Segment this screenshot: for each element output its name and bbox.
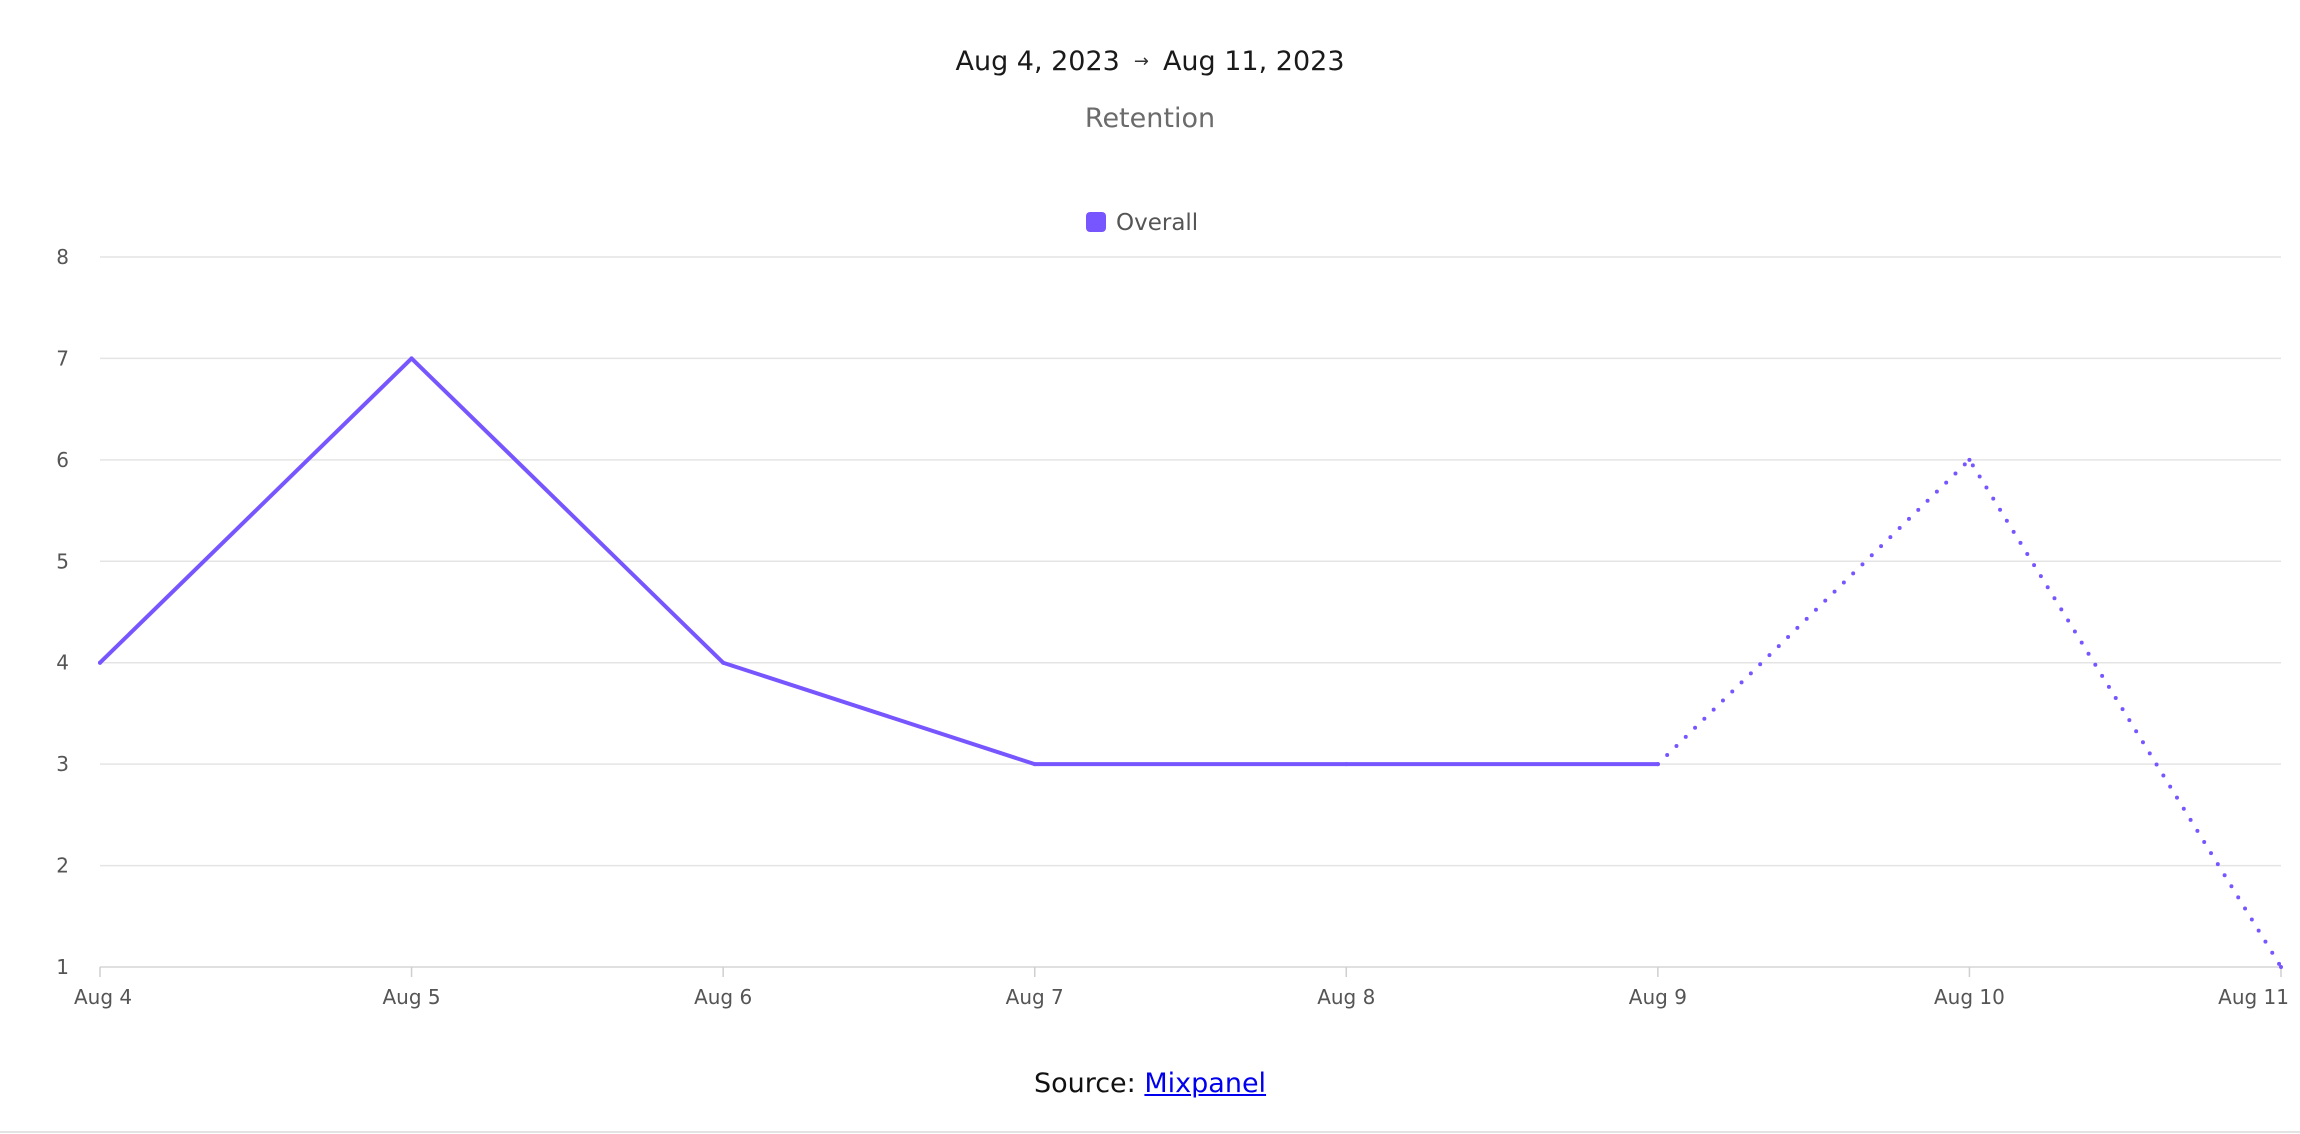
x-tick-label: Aug 9 (1629, 985, 1687, 1009)
x-tick-label: Aug 11 (2218, 985, 2289, 1009)
x-axis: Aug 4 Aug 5 Aug 6 Aug 7 Aug 8 Aug 9 Aug 10 Aug … (74, 967, 2289, 1009)
start-date: Aug 4, 2023 (955, 46, 1120, 77)
source-label: Source: (1033, 1068, 1136, 1099)
data-point[interactable] (1032, 762, 1037, 767)
chart-series (98, 356, 2283, 969)
chart-gridlines (100, 256, 2281, 968)
y-tick-label: 3 (56, 752, 69, 776)
x-tick-label: Aug 8 (1317, 985, 1375, 1009)
y-tick-label: 8 (56, 245, 69, 269)
data-point[interactable] (98, 660, 102, 665)
legend-label: Overall (1116, 210, 1198, 236)
x-tick-label: Aug 7 (1006, 985, 1064, 1009)
data-point[interactable] (721, 660, 726, 665)
chart-legend[interactable]: Overall (1086, 210, 1198, 236)
date-range: Aug 4, 2023 → Aug 11, 2023 (0, 46, 2300, 77)
x-tick-label: Aug 5 (383, 985, 441, 1009)
y-tick-label: 7 (56, 346, 69, 370)
y-tick-label: 4 (56, 651, 69, 675)
series-line-incomplete (1655, 456, 2283, 969)
y-tick-label: 5 (56, 549, 69, 573)
data-point[interactable] (1967, 457, 1972, 462)
data-point[interactable] (1655, 762, 1660, 767)
series-line-complete (98, 356, 1660, 767)
y-axis: 1 2 3 4 5 6 7 8 (56, 245, 69, 979)
legend-swatch (1086, 212, 1106, 232)
x-tick-label: Aug 10 (1934, 985, 2005, 1009)
data-point[interactable] (1344, 762, 1349, 767)
bottom-divider (0, 1131, 2300, 1133)
x-tick-label: Aug 4 (74, 985, 132, 1009)
arrow-right-icon: → (1133, 51, 1149, 72)
y-tick-label: 6 (56, 448, 69, 472)
y-tick-label: 2 (56, 854, 69, 878)
chart-title: Retention (1084, 103, 1216, 134)
data-point[interactable] (2279, 965, 2283, 969)
source-link[interactable]: Mixpanel (1144, 1068, 1267, 1099)
end-date: Aug 11, 2023 (1162, 46, 1345, 77)
data-point[interactable] (409, 356, 414, 361)
y-tick-label: 1 (56, 955, 69, 979)
source-line: Source: Mixpanel (0, 1068, 2300, 1099)
x-tick-label: Aug 6 (694, 985, 752, 1009)
